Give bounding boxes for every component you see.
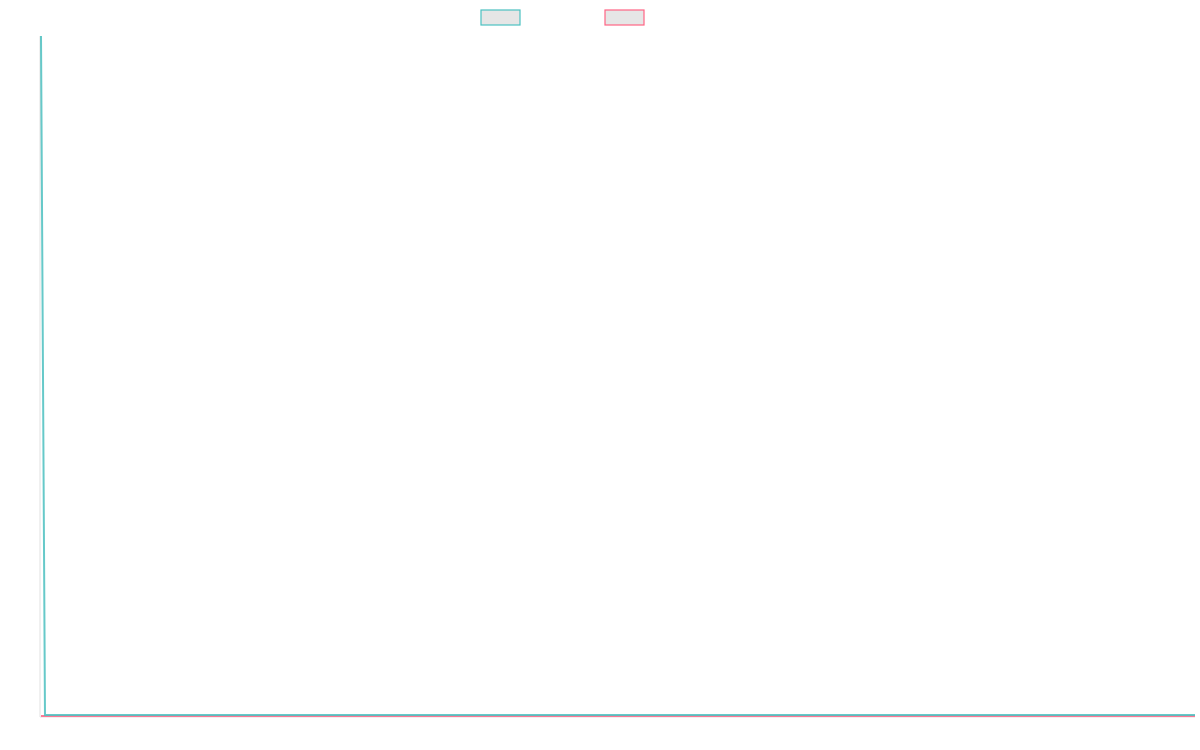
legend-swatch-2[interactable] bbox=[604, 9, 645, 26]
legend-swatch-1[interactable] bbox=[480, 9, 521, 26]
series-line-1 bbox=[40, 35, 1195, 716]
